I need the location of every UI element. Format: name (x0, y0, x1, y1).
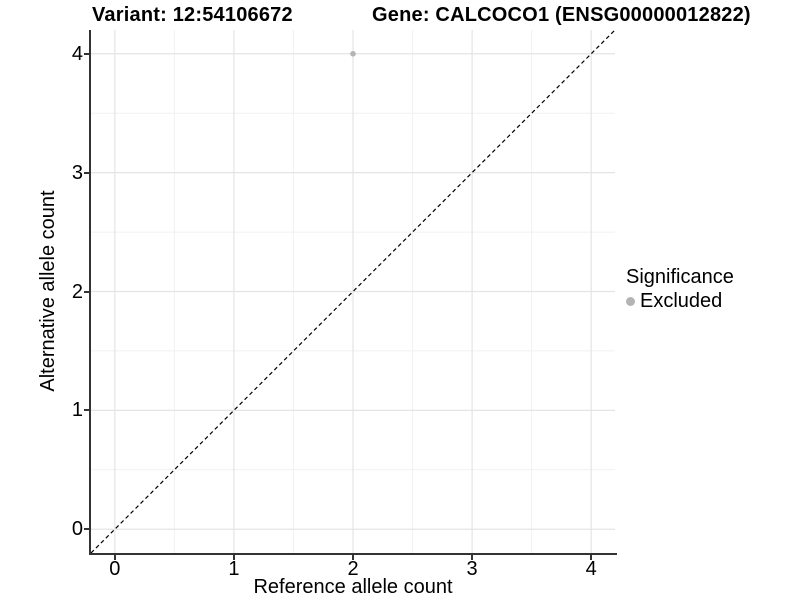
legend: Significance Excluded (626, 266, 734, 312)
y-tick-label: 3 (71, 161, 83, 184)
plot-title-variant: Variant: 12:54106672 (92, 4, 293, 26)
plot-panel (91, 30, 615, 553)
legend-item-label: Excluded (640, 290, 723, 312)
y-tick-mark (84, 528, 89, 531)
x-tick-label: 2 (347, 558, 359, 580)
y-tick-label: 2 (71, 280, 83, 303)
x-tick-mark (113, 555, 116, 560)
legend-item-excluded: Excluded (626, 290, 734, 312)
y-tick-mark (84, 290, 89, 293)
x-tick-mark (352, 555, 354, 560)
y-tick-label: 4 (71, 42, 83, 65)
x-tick-label: 0 (109, 558, 121, 580)
x-tick-label: 1 (228, 558, 240, 580)
x-tick-label: 3 (466, 558, 478, 580)
y-tick-label: 1 (71, 399, 83, 422)
x-tick-mark (232, 555, 235, 560)
plot-title-gene: Gene: CALCOCO1 (ENSG00000012822) (372, 4, 751, 26)
x-tick-mark (590, 555, 593, 560)
y-tick-label: 0 (71, 518, 83, 541)
x-tick-label: 4 (585, 558, 597, 580)
y-tick-mark (84, 171, 89, 174)
x-tick-mark (471, 555, 474, 560)
legend-title: Significance (626, 266, 734, 288)
excluded-point-swatch (626, 296, 635, 306)
identity-reference-line (91, 30, 615, 553)
y-axis-title: Alternative allele count (37, 190, 59, 392)
x-axis-title: Reference allele count (253, 576, 453, 598)
x-axis-line (89, 553, 617, 555)
y-tick-mark (84, 409, 89, 412)
y-axis-line (89, 30, 91, 555)
y-tick-mark (84, 52, 89, 55)
data-point-excluded (350, 50, 356, 57)
plot-canvas (91, 30, 615, 553)
